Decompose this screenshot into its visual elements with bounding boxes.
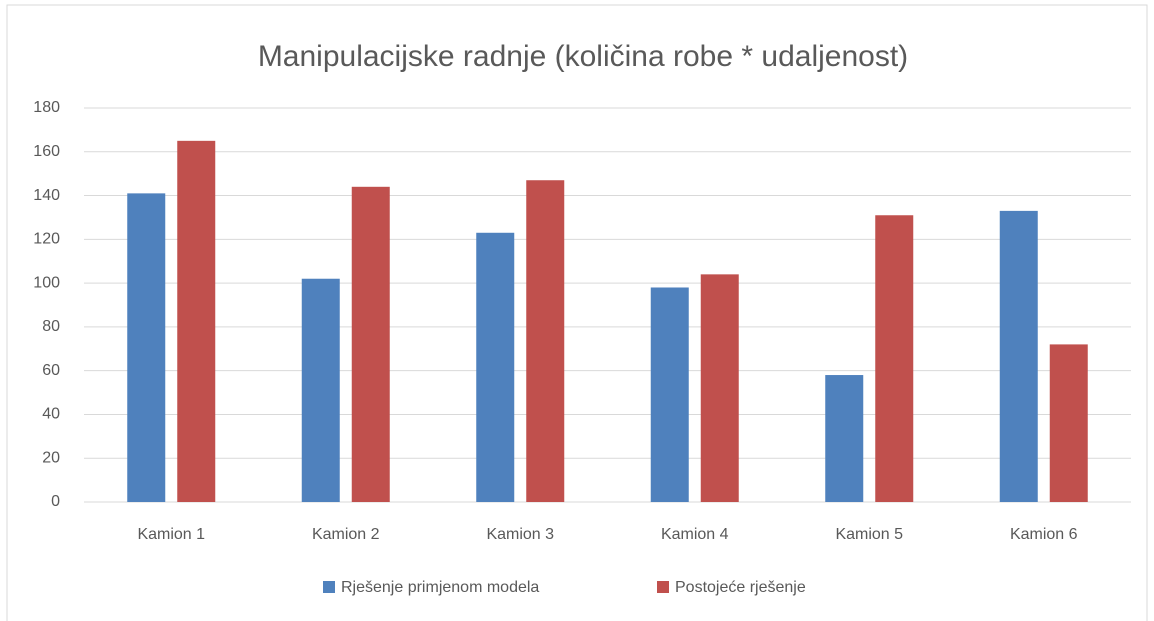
bar	[999, 210, 1038, 502]
y-tick-label: 60	[42, 362, 60, 379]
x-tick-label: Kamion 5	[835, 526, 903, 543]
legend-swatch	[323, 581, 335, 593]
bar	[650, 287, 689, 502]
x-tick-label: Kamion 1	[137, 526, 205, 543]
y-tick-label: 20	[42, 449, 60, 466]
bar	[700, 274, 739, 502]
y-tick-label: 180	[33, 99, 60, 116]
x-tick-label: Kamion 2	[312, 526, 380, 543]
bar	[351, 186, 390, 503]
chart-frame	[6, 4, 1148, 621]
y-tick-label: 140	[33, 187, 60, 204]
x-tick-label: Kamion 6	[1010, 526, 1078, 543]
legend-label: Rješenje primjenom modela	[341, 579, 539, 596]
y-tick-label: 160	[33, 143, 60, 160]
y-tick-label: 120	[33, 231, 60, 248]
legend-label: Postojeće rješenje	[675, 579, 806, 596]
x-tick-label: Kamion 3	[486, 526, 554, 543]
x-tick-label: Kamion 4	[661, 526, 729, 543]
bar	[177, 140, 216, 503]
bar	[127, 193, 166, 502]
bar	[526, 180, 565, 502]
y-tick-label: 40	[42, 406, 60, 423]
bar	[1049, 344, 1088, 502]
y-tick-label: 80	[42, 318, 60, 335]
bar	[875, 215, 914, 502]
y-tick-label: 100	[33, 274, 60, 291]
y-tick-label: 0	[51, 493, 60, 510]
bar	[301, 278, 340, 502]
bar	[825, 375, 864, 502]
legend-swatch	[657, 581, 669, 593]
bar	[476, 232, 515, 502]
chart-title: Manipulacijske radnje (količina robe * u…	[258, 40, 908, 73]
